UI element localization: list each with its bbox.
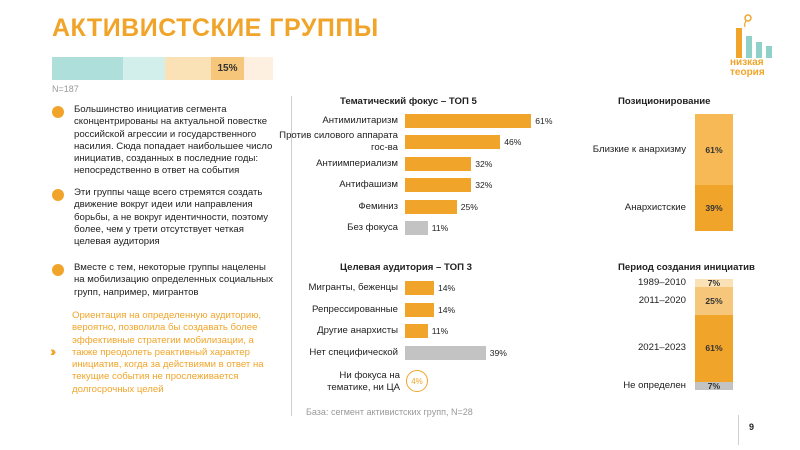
logo-line-1: низкая bbox=[730, 57, 764, 68]
period-segment: 61% bbox=[695, 314, 733, 383]
audience-bar bbox=[405, 281, 434, 295]
thematic-value: 25% bbox=[460, 201, 478, 212]
thematic-label: Против силового аппарата гос-ва bbox=[279, 130, 398, 154]
bullet-item: Эти группы чаще всего стремятся создать … bbox=[52, 187, 279, 248]
bullet-item: Большинство инициатив сегмента сконцентр… bbox=[52, 104, 279, 178]
thematic-value: 32% bbox=[475, 180, 493, 191]
audience-value: 14% bbox=[437, 304, 456, 315]
double-chevron-icon: ›› bbox=[50, 343, 57, 359]
logo-bars-icon bbox=[734, 14, 776, 58]
page-title: АКТИВИСТСКИЕ ГРУППЫ bbox=[52, 14, 379, 42]
segment bbox=[52, 57, 123, 80]
thematic-label: Без фокуса bbox=[347, 222, 398, 233]
audience-label: Репрессированные bbox=[312, 303, 398, 315]
no-focus-value: 4% bbox=[406, 370, 428, 392]
thematic-bar bbox=[405, 199, 457, 214]
period-segment: 7% bbox=[695, 278, 733, 288]
logo-text: низкая теория bbox=[730, 58, 765, 78]
vertical-divider bbox=[291, 96, 292, 416]
page-number: 9 bbox=[749, 422, 755, 432]
thematic-value: 32% bbox=[475, 158, 493, 169]
period-segment: 7% bbox=[695, 381, 733, 391]
audience-label: Нет специфической bbox=[309, 346, 398, 358]
audience-bar bbox=[405, 302, 434, 317]
period-chart-title: Период создания инициатив bbox=[618, 262, 755, 273]
positioning-label: Анархистские bbox=[624, 202, 686, 214]
period-stack: 7% 25% 61% 7% bbox=[695, 278, 733, 391]
audience-value: 14% bbox=[437, 283, 456, 293]
brand-logo: низкая теория bbox=[730, 10, 778, 78]
no-focus-label: Ни фокуса на тематике, ни ЦА bbox=[327, 370, 400, 393]
thematic-label: Антифашизм bbox=[339, 179, 398, 191]
bullet-text: Вместе с тем, некоторые группы нацелены … bbox=[74, 262, 273, 298]
segment bbox=[244, 57, 273, 80]
positioning-stack: 61% 39% bbox=[695, 114, 733, 231]
segment-highlight: 15% bbox=[211, 57, 244, 80]
audience-value: 39% bbox=[489, 347, 507, 358]
logo-line-2: теория bbox=[730, 67, 765, 78]
audience-label: Другие анархисты bbox=[317, 325, 398, 336]
thematic-value: 11% bbox=[431, 223, 449, 233]
thematic-label: Феминиз bbox=[358, 200, 398, 212]
thematic-bar bbox=[405, 221, 428, 235]
thematic-bar bbox=[405, 178, 472, 193]
thematic-label: Антиимпериализм bbox=[316, 157, 398, 169]
bullet-dot-icon bbox=[52, 106, 64, 118]
positioning-label: Близкие к анархизму bbox=[592, 143, 686, 155]
period-label: 1989–2010 bbox=[637, 276, 686, 288]
period-label: Не определен bbox=[623, 380, 686, 392]
thematic-value: 61% bbox=[535, 116, 553, 126]
thematic-bar bbox=[405, 135, 501, 150]
thematic-chart-title: Тематический фокус – ТОП 5 bbox=[340, 96, 477, 107]
period-segment: 25% bbox=[695, 286, 733, 315]
bullet-text: Эти группы чаще всего стремятся создать … bbox=[74, 187, 269, 248]
bullet-text: Большинство инициатив сегмента сконцентр… bbox=[74, 104, 273, 177]
bullet-dot-icon bbox=[52, 264, 64, 276]
positioning-chart-title: Позиционирование bbox=[618, 96, 711, 107]
thematic-label: Антимилитаризм bbox=[322, 115, 398, 126]
sample-size-label: N=187 bbox=[52, 84, 79, 94]
audience-bar bbox=[405, 324, 428, 338]
thematic-bar bbox=[405, 156, 472, 171]
base-note: База: сегмент активистских групп, N=28 bbox=[306, 407, 473, 417]
segment-bar: 15% bbox=[52, 57, 273, 80]
audience-chart-title: Целевая аудитория – ТОП 3 bbox=[340, 262, 472, 273]
segment bbox=[123, 57, 165, 80]
audience-label: Мигранты, беженцы bbox=[308, 282, 399, 293]
thematic-bar bbox=[405, 114, 532, 128]
audience-bar bbox=[405, 345, 486, 360]
footer-divider bbox=[738, 415, 739, 445]
period-label: 2021–2023 bbox=[637, 342, 686, 354]
bullet-dot-icon bbox=[52, 189, 64, 201]
audience-value: 11% bbox=[431, 326, 449, 336]
thematic-value: 46% bbox=[504, 137, 522, 148]
positioning-segment: 39% bbox=[695, 185, 733, 231]
segment bbox=[165, 57, 211, 80]
positioning-segment: 61% bbox=[695, 114, 733, 186]
period-label: 2011–2020 bbox=[638, 294, 686, 306]
orange-note: Ориентация на определенную аудиторию, ве… bbox=[72, 310, 264, 395]
bullet-item: Вместе с тем, некоторые группы нацелены … bbox=[52, 262, 279, 299]
